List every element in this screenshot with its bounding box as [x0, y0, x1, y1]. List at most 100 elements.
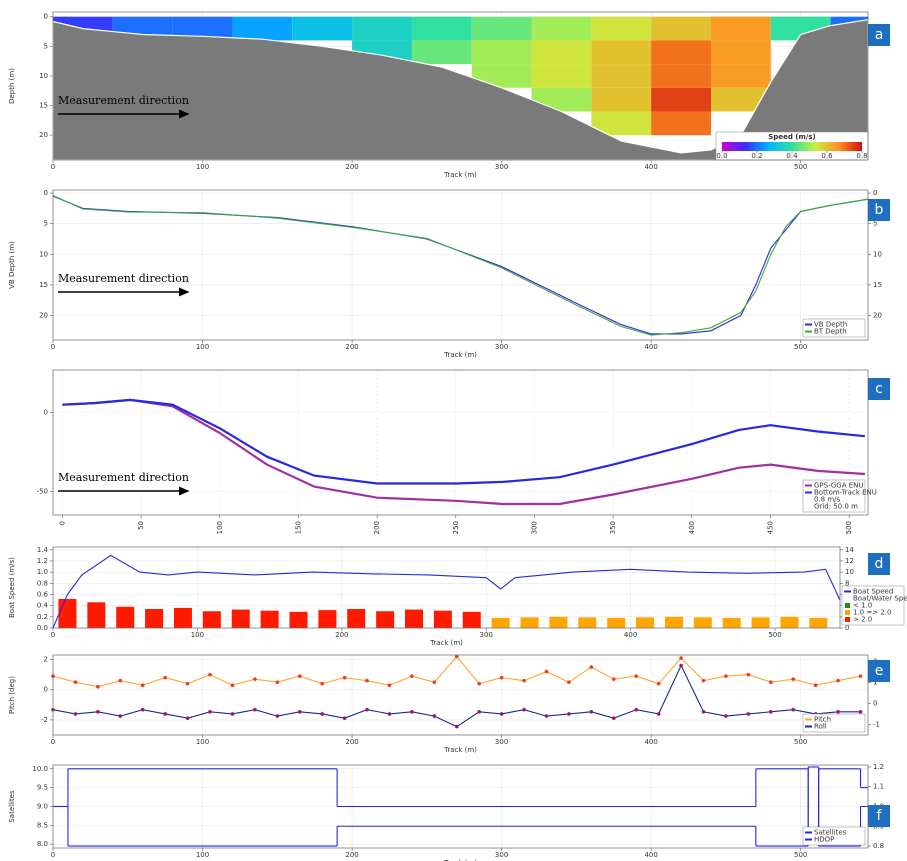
legend-swatch — [845, 603, 850, 608]
series-marker — [186, 682, 190, 686]
x-tick-label: 200 — [335, 631, 348, 639]
y-tick-label: 15 — [39, 102, 48, 110]
series-marker — [163, 676, 167, 680]
speed-cell — [591, 64, 651, 88]
x-tick-label: 250 — [452, 521, 460, 534]
speed-cell — [651, 88, 711, 112]
colorbar-title: Speed (m/s) — [768, 133, 815, 141]
speed-bar — [174, 608, 192, 628]
series-marker — [657, 682, 661, 686]
x-tick-label: 0 — [51, 738, 55, 746]
series-marker — [320, 712, 324, 716]
series-marker — [433, 714, 437, 718]
series-marker — [567, 712, 571, 716]
speed-cell — [232, 17, 292, 41]
colorbar-tick-label: 0.4 — [786, 152, 798, 160]
figure: 010020030040050005101520Track (m)Depth (… — [0, 0, 907, 861]
legend-label: HDOP — [814, 836, 834, 844]
panel-label: a — [875, 27, 884, 43]
y2-tick-label: -1 — [873, 720, 880, 728]
y-tick-label: 0 — [44, 13, 48, 21]
legend-label: Roll — [814, 723, 827, 731]
speed-cell — [651, 64, 711, 88]
y2-tick-label: 12 — [845, 557, 854, 565]
series-marker — [276, 714, 280, 718]
series-marker — [320, 682, 324, 686]
series-marker — [231, 712, 235, 716]
y-tick-label: 5 — [44, 42, 48, 50]
speed-cell — [292, 17, 352, 41]
series-marker — [702, 679, 706, 683]
x-tick-label: 500 — [794, 738, 807, 746]
y-tick-label: 8.5 — [37, 821, 48, 829]
y2-tick-label: 0.8 — [873, 842, 884, 850]
plot-area — [53, 370, 868, 515]
legend-swatch — [845, 617, 850, 622]
series-marker — [365, 708, 369, 712]
x-tick-label: 0 — [51, 631, 55, 639]
series-marker — [724, 674, 728, 678]
speed-bar — [289, 612, 307, 628]
series-marker — [612, 716, 616, 720]
x-tick-label: 300 — [480, 631, 493, 639]
speed-bar — [607, 618, 625, 628]
x-tick-label: 200 — [345, 851, 358, 859]
speed-cell — [472, 17, 532, 41]
series-marker — [679, 656, 683, 660]
x-tick-label: 400 — [644, 851, 657, 859]
y-tick-label: 0.0 — [37, 624, 48, 632]
y2-tick-label: 20 — [873, 312, 882, 320]
speed-cell — [412, 17, 472, 41]
series-marker — [96, 685, 100, 689]
series-marker — [74, 712, 78, 716]
x-tick-label: 200 — [345, 343, 358, 351]
series-marker — [208, 673, 212, 677]
series-marker — [567, 680, 571, 684]
series-marker — [231, 683, 235, 687]
x-tick-label: 100 — [191, 631, 204, 639]
y-tick-label: 20 — [39, 312, 48, 320]
speed-cell — [472, 40, 532, 64]
y-axis-label: Boat Speed (m/s) — [8, 557, 16, 618]
x-tick-label: 500 — [794, 851, 807, 859]
series-marker — [141, 708, 145, 712]
speed-cell — [711, 17, 771, 41]
x-tick-label: 500 — [845, 521, 853, 534]
speed-cell — [651, 17, 711, 41]
series-marker — [253, 708, 257, 712]
speed-cell — [412, 40, 472, 64]
x-tick-label: 500 — [768, 631, 781, 639]
annotation: Measurement direction — [58, 272, 189, 285]
x-axis-label: Track (m) — [443, 746, 477, 754]
x-tick-label: 100 — [196, 343, 209, 351]
speed-bar — [492, 618, 510, 628]
y-tick-label: 9.5 — [37, 784, 48, 792]
speed-cell — [532, 17, 592, 41]
series-marker — [388, 683, 392, 687]
speed-bar — [116, 607, 134, 628]
speed-bar — [203, 611, 221, 628]
series-marker — [500, 676, 504, 680]
y2-tick-label: 10 — [873, 250, 882, 258]
y-tick-label: 0.4 — [37, 602, 49, 610]
y-tick-label: 0 — [44, 409, 48, 417]
colorbar-tick-label: 0.0 — [716, 152, 727, 160]
legend-box — [803, 714, 865, 732]
series-marker — [388, 712, 392, 716]
series-marker — [74, 680, 78, 684]
y-tick-label: 15 — [39, 281, 48, 289]
x-tick-label: 0 — [51, 163, 55, 171]
speed-bar — [347, 609, 365, 628]
annotation: Measurement direction — [58, 471, 189, 484]
speed-bar — [232, 610, 250, 628]
x-tick-label: 100 — [216, 521, 224, 534]
panel-label: d — [875, 556, 884, 572]
x-tick-label: 400 — [644, 343, 657, 351]
speed-bar — [694, 617, 712, 628]
y2-tick-label: 1.2 — [873, 763, 884, 771]
series-marker — [545, 714, 549, 718]
series-marker — [702, 710, 706, 714]
y2-tick-label: 10 — [845, 568, 854, 576]
x-tick-label: 350 — [609, 521, 617, 534]
y2-tick-label: 14 — [845, 546, 854, 554]
